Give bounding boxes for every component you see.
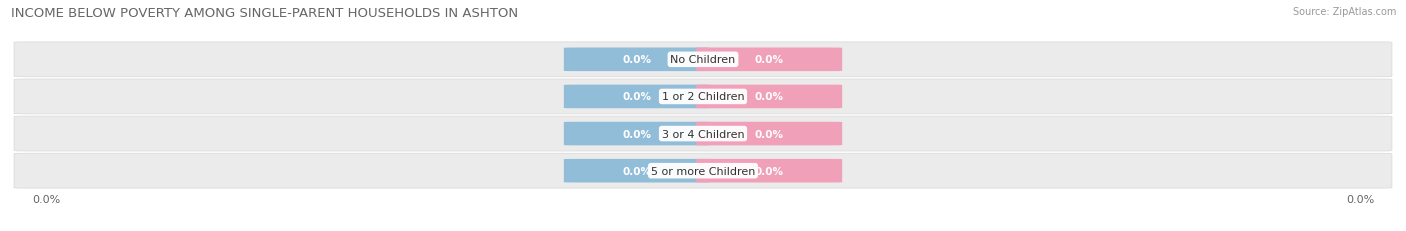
Text: 0.0%: 0.0% [755,55,783,65]
Text: 0.0%: 0.0% [623,166,651,176]
FancyBboxPatch shape [14,117,1392,151]
Text: 0.0%: 0.0% [32,194,60,204]
Text: 0.0%: 0.0% [755,166,783,176]
FancyBboxPatch shape [564,48,710,72]
FancyBboxPatch shape [696,48,842,72]
FancyBboxPatch shape [696,122,842,146]
Text: 1 or 2 Children: 1 or 2 Children [662,92,744,102]
FancyBboxPatch shape [14,43,1392,77]
FancyBboxPatch shape [564,85,710,109]
Text: 0.0%: 0.0% [1346,194,1374,204]
Text: 0.0%: 0.0% [623,92,651,102]
FancyBboxPatch shape [696,159,842,183]
Text: 0.0%: 0.0% [755,92,783,102]
Text: 0.0%: 0.0% [623,55,651,65]
FancyBboxPatch shape [14,80,1392,114]
FancyBboxPatch shape [564,122,710,146]
Text: No Children: No Children [671,55,735,65]
Text: INCOME BELOW POVERTY AMONG SINGLE-PARENT HOUSEHOLDS IN ASHTON: INCOME BELOW POVERTY AMONG SINGLE-PARENT… [11,7,519,20]
Text: 3 or 4 Children: 3 or 4 Children [662,129,744,139]
Text: 5 or more Children: 5 or more Children [651,166,755,176]
FancyBboxPatch shape [696,85,842,109]
Text: 0.0%: 0.0% [755,129,783,139]
Text: Source: ZipAtlas.com: Source: ZipAtlas.com [1292,7,1396,17]
Text: 0.0%: 0.0% [623,129,651,139]
FancyBboxPatch shape [14,154,1392,188]
FancyBboxPatch shape [564,159,710,183]
